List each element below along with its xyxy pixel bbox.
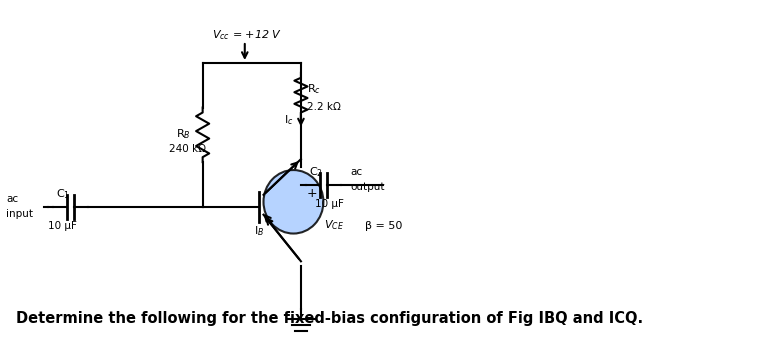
Text: β = 50: β = 50: [365, 221, 402, 231]
Text: +: +: [307, 187, 317, 200]
Text: 2.2 kΩ: 2.2 kΩ: [308, 101, 341, 112]
Text: I$_B$: I$_B$: [254, 225, 265, 238]
Text: V$_{cc}$ = +12 V: V$_{cc}$ = +12 V: [212, 28, 282, 42]
Text: R$_B$: R$_B$: [177, 127, 191, 141]
Text: ac: ac: [6, 194, 18, 204]
Text: C$_1$: C$_1$: [56, 187, 70, 201]
Text: I$_c$: I$_c$: [284, 113, 294, 127]
Circle shape: [263, 170, 324, 233]
Text: 10 μF: 10 μF: [48, 221, 77, 231]
Text: 10 μF: 10 μF: [315, 199, 343, 209]
Text: V$_{CE}$: V$_{CE}$: [324, 219, 344, 232]
Text: ac: ac: [350, 167, 363, 177]
Text: 240 kΩ: 240 kΩ: [169, 144, 206, 154]
Text: C$_2$: C$_2$: [309, 165, 324, 179]
Text: output: output: [350, 182, 385, 192]
Text: input: input: [6, 209, 33, 219]
Text: Determine the following for the fixed-bias configuration of Fig IBQ and ICQ.: Determine the following for the fixed-bi…: [16, 311, 643, 326]
Text: R$_c$: R$_c$: [308, 83, 321, 96]
